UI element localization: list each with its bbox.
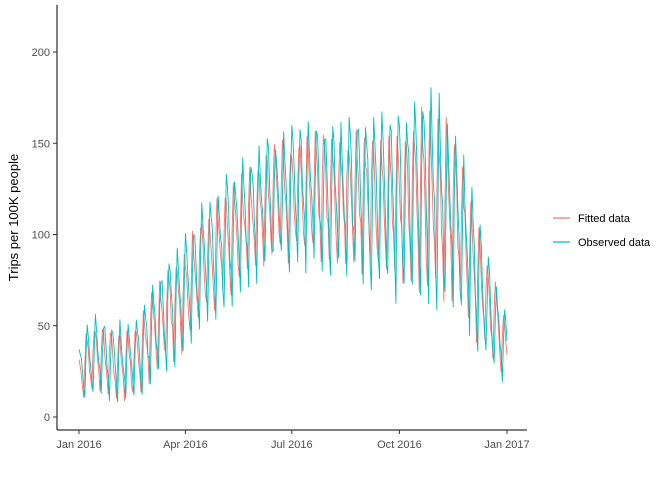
y-tick-label: 0	[44, 412, 50, 424]
y-tick-label: 200	[32, 47, 50, 59]
y-tick-label: 100	[32, 230, 50, 242]
legend-label: Fitted data	[578, 213, 631, 225]
plot-area	[78, 87, 508, 403]
y-tick-label: 50	[38, 321, 50, 333]
legend-label: Observed data	[578, 237, 651, 249]
x-axis-ticks: Jan 2016 Apr 2016 Jul 2016 Oct 2016 Jan 2017	[56, 430, 530, 451]
legend: Fitted data Observed data	[553, 213, 651, 249]
y-tick-label: 150	[32, 138, 50, 150]
y-axis-ticks: 0 50 100 150 200	[32, 47, 57, 424]
x-tick-label: Apr 2016	[163, 439, 208, 451]
x-tick-label: Oct 2016	[377, 439, 422, 451]
x-tick-label: Jul 2016	[271, 439, 313, 451]
x-tick-label: Jan 2016	[56, 439, 101, 451]
series-line-observed	[78, 87, 508, 403]
y-axis-title: Trips per 100K people	[6, 154, 21, 281]
x-tick-label: Jan 2017	[484, 439, 529, 451]
